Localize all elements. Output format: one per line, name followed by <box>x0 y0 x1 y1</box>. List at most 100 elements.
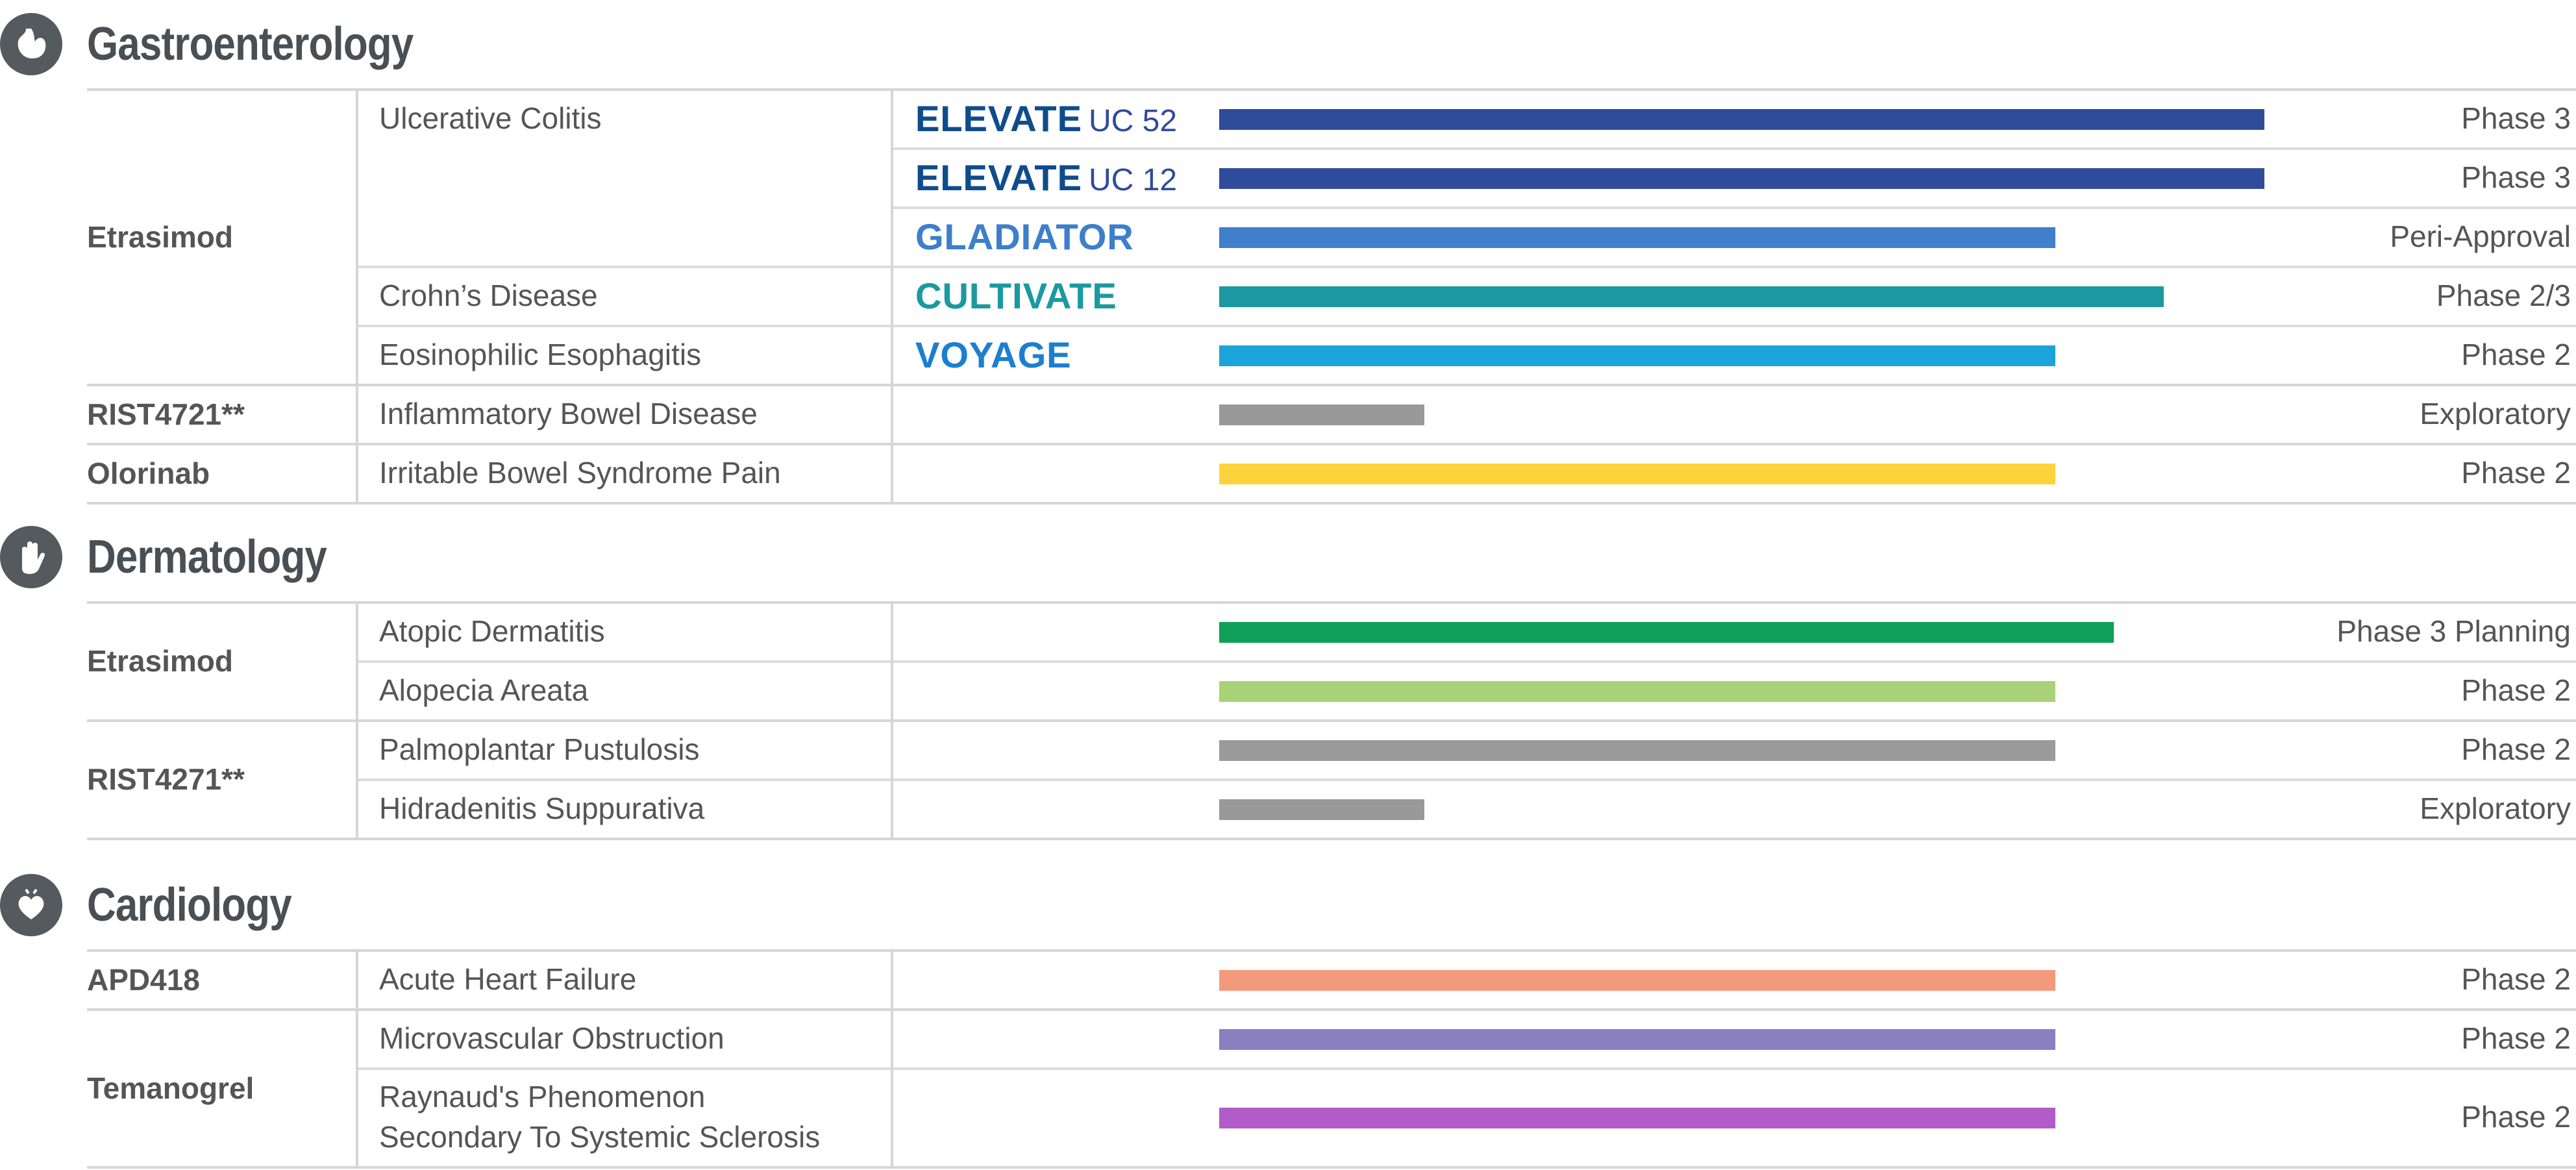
phase-label: Phase 2 <box>2461 962 2571 996</box>
drug-divider <box>87 443 2576 445</box>
trial-suffix: UC 52 <box>1088 103 1178 138</box>
indication-label: Atopic Dermatitis <box>379 614 605 648</box>
table-top-rule <box>87 601 2576 604</box>
phase-label: Phase 3 Planning <box>2336 614 2571 648</box>
trial-logo-cultivate: CULTIVATE <box>915 275 1117 316</box>
indication-label: Raynaud's Phenomenon <box>379 1080 706 1114</box>
drug-divider <box>87 384 2576 386</box>
row-divider <box>893 147 2576 150</box>
trial-name: VOYAGE <box>915 334 1072 375</box>
table-row: Ulcerative Colitis ELEVATE UC 52 Phase 3 <box>0 91 2576 147</box>
trial-logo-voyage: VOYAGE <box>915 334 1072 375</box>
trial-name: ELEVATE <box>915 156 1082 198</box>
table-top-rule <box>87 949 2576 952</box>
table-row: Microvascular Obstruction Phase 2 <box>0 1011 2576 1067</box>
drug-name: RIST4721** <box>87 397 245 431</box>
heart-icon <box>0 874 62 936</box>
trial-name: CULTIVATE <box>915 275 1117 316</box>
phase-bar <box>1219 969 2055 991</box>
table-row: ELEVATE UC 12 Phase 3 <box>0 150 2576 206</box>
table-row: Acute Heart Failure Phase 2 <box>0 952 2576 1008</box>
phase-label: Phase 2 <box>2461 337 2571 371</box>
column-divider <box>891 604 893 838</box>
phase-label: Phase 3 <box>2461 160 2571 194</box>
section-title: Gastroenterology <box>87 18 414 70</box>
table-row: GLADIATOR Peri-Approval <box>0 209 2576 266</box>
drug-name: APD418 <box>87 962 200 997</box>
trial-name: GLADIATOR <box>915 216 1134 257</box>
indication-label: Alopecia Areata <box>379 673 589 707</box>
table-top-rule <box>87 88 2576 91</box>
indication-label: Acute Heart Failure <box>379 962 637 996</box>
table-row: Inflammatory Bowel Disease Exploratory <box>0 386 2576 443</box>
trial-name: ELEVATE <box>915 97 1082 139</box>
drug-divider <box>87 1008 2576 1011</box>
phase-label: Phase 3 <box>2461 101 2571 135</box>
phase-bar <box>1219 404 1424 425</box>
row-divider <box>893 206 2576 209</box>
trial-logo-gladiator: GLADIATOR <box>915 216 1134 257</box>
drug-name: Etrasimod <box>87 219 233 254</box>
phase-bar <box>1219 740 2055 761</box>
phase-bar <box>1219 286 2164 307</box>
table-row: Eosinophilic Esophagitis VOYAGE Phase 2 <box>0 327 2576 384</box>
row-divider <box>358 266 2576 268</box>
section-title: Cardiology <box>87 879 292 931</box>
phase-bar <box>1219 345 2055 366</box>
row-divider <box>358 660 2576 663</box>
table-row: Atopic Dermatitis Phase 3 Planning <box>0 604 2576 660</box>
indication-label: Irritable Bowel Syndrome Pain <box>379 455 781 490</box>
phase-label: Phase 2 <box>2461 1021 2571 1055</box>
row-divider <box>358 1067 2576 1070</box>
trial-logo-elevate: ELEVATE UC 12 <box>915 156 1178 198</box>
drug-name: Temanogrel <box>87 1071 254 1105</box>
column-divider <box>356 91 358 502</box>
table-row: Palmoplantar Pustulosis Phase 2 <box>0 722 2576 778</box>
hand-icon <box>0 526 62 588</box>
table-row: Irritable Bowel Syndrome Pain Phase 2 <box>0 445 2576 502</box>
indication-label: Microvascular Obstruction <box>379 1021 724 1055</box>
indication-label: Hidradenitis Suppurativa <box>379 791 705 825</box>
drug-name: Olorinab <box>87 456 210 490</box>
section-title: Dermatology <box>87 531 327 583</box>
indication-label-line2: Secondary To Systemic Sclerosis <box>379 1120 821 1154</box>
table-row: Hidradenitis Suppurativa Exploratory <box>0 781 2576 838</box>
phase-bar <box>1219 621 2114 643</box>
phase-bar <box>1219 680 2055 702</box>
drug-divider <box>87 838 2576 840</box>
phase-bar <box>1219 1108 2055 1128</box>
indication-label: Palmoplantar Pustulosis <box>379 732 700 766</box>
column-divider <box>356 952 358 1166</box>
phase-label: Phase 2 <box>2461 1100 2571 1134</box>
drug-divider <box>87 1166 2576 1169</box>
indication-label: Crohn’s Disease <box>379 278 598 312</box>
phase-label: Exploratory <box>2420 396 2571 430</box>
indication-label: Inflammatory Bowel Disease <box>379 396 758 430</box>
phase-bar <box>1219 463 2055 484</box>
table-row: Raynaud's Phenomenon Secondary To Systemi… <box>0 1070 2576 1166</box>
phase-bar <box>1219 168 2264 189</box>
phase-label: Phase 2 <box>2461 732 2571 766</box>
phase-bar <box>1219 1028 2055 1050</box>
table-row: Crohn’s Disease CULTIVATE Phase 2/3 <box>0 268 2576 325</box>
indication-label: Ulcerative Colitis <box>379 101 602 135</box>
phase-label: Phase 2 <box>2461 455 2571 490</box>
phase-label: Exploratory <box>2420 791 2571 825</box>
phase-label: Peri-Approval <box>2390 219 2571 253</box>
indication-label: Eosinophilic Esophagitis <box>379 337 702 371</box>
stomach-icon <box>0 13 62 75</box>
table-row: Alopecia Areata Phase 2 <box>0 663 2576 719</box>
drug-divider <box>87 502 2576 504</box>
trial-suffix: UC 12 <box>1088 162 1178 197</box>
drug-name: Etrasimod <box>87 644 233 678</box>
phase-bar <box>1219 227 2055 248</box>
trial-logo-elevate: ELEVATE UC 52 <box>915 97 1178 139</box>
row-divider <box>358 325 2576 327</box>
drug-divider <box>87 719 2576 722</box>
column-divider <box>891 91 893 502</box>
phase-bar <box>1219 799 1424 820</box>
phase-bar <box>1219 108 2264 130</box>
drug-name: RIST4271** <box>87 762 245 796</box>
column-divider <box>356 604 358 838</box>
column-divider <box>891 952 893 1166</box>
